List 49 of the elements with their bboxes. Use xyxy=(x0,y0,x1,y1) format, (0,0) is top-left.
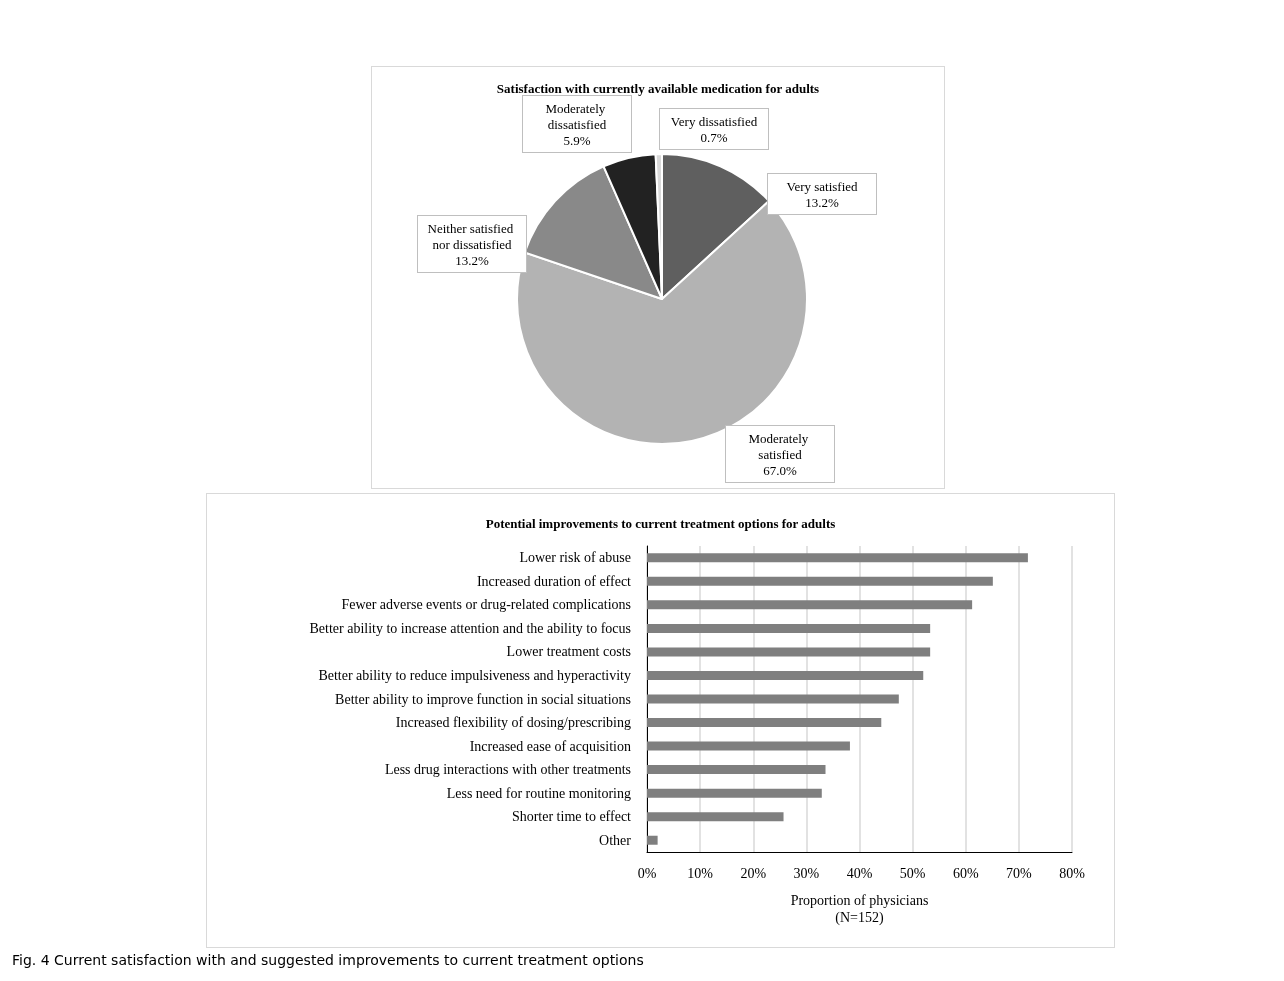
chart-title: Potential improvements to current treatment options for adults xyxy=(485,516,836,531)
x-tick-label: 60% xyxy=(952,865,979,881)
y-tick-label: Better ability to reduce impulsiveness and hyperactivity xyxy=(318,667,631,683)
data-label: 13.2% xyxy=(805,194,839,210)
bar xyxy=(647,623,931,633)
data-label: 5.9% xyxy=(563,132,591,148)
y-tick-label: Lower treatment costs xyxy=(506,644,631,660)
bar xyxy=(647,741,850,751)
bar xyxy=(647,600,973,610)
y-tick-label: Increased ease of acquisition xyxy=(469,738,631,754)
x-tick-label: 70% xyxy=(1006,865,1033,881)
y-tick-label: Lower risk of abuse xyxy=(519,550,631,566)
bar xyxy=(647,765,826,775)
y-tick-label: Increased duration of effect xyxy=(476,573,632,589)
slice-label: Neither satisfied nor dissatisfied xyxy=(427,220,517,252)
data-label: 0.7% xyxy=(700,129,728,145)
x-tick-label: 0% xyxy=(637,865,657,881)
y-tick-label: Better ability to increase attention and the ability to focus xyxy=(309,620,631,636)
bar xyxy=(647,788,822,798)
x-tick-label: 20% xyxy=(740,865,767,881)
y-tick-label: Less drug interactions with other treatments xyxy=(384,762,631,778)
x-tick-label: 80% xyxy=(1059,865,1086,881)
y-tick-label: Shorter time to effect xyxy=(511,809,632,825)
bar xyxy=(647,576,993,586)
bar xyxy=(647,553,1028,563)
caption: Fig. 4 Current satisfaction with and suggested improvements to current treatment options xyxy=(12,952,644,968)
x-axis-title: Proportion of physicians (N=152) xyxy=(790,893,929,926)
slice-label: Moderately dissatisfied xyxy=(545,100,609,132)
y-tick-label: Increased flexibility of dosing/prescribing xyxy=(395,715,631,731)
bar xyxy=(647,647,931,657)
data-label: 13.2% xyxy=(455,252,489,268)
bar xyxy=(647,812,784,822)
chart-title: Satisfaction with currently available medication for adults xyxy=(496,81,820,96)
y-tick-label: Less need for routine monitoring xyxy=(446,785,631,801)
bar xyxy=(647,718,882,728)
slice-label: Moderately satisfied xyxy=(748,430,812,462)
x-tick-label: 50% xyxy=(899,865,926,881)
x-tick-label: 10% xyxy=(687,865,714,881)
bar xyxy=(647,670,924,680)
slice-label: Very satisfied xyxy=(786,178,859,194)
x-tick-label: 30% xyxy=(793,865,820,881)
bar xyxy=(647,694,899,704)
y-tick-label: Fewer adverse events or drug-related complications xyxy=(341,597,631,613)
slice-label: Very dissatisfied xyxy=(670,113,758,129)
y-tick-label: Other xyxy=(599,832,632,848)
data-label: 67.0% xyxy=(763,462,797,478)
y-tick-label: Better ability to improve function in social situations xyxy=(335,691,631,707)
bar xyxy=(647,835,658,845)
x-tick-label: 40% xyxy=(846,865,873,881)
